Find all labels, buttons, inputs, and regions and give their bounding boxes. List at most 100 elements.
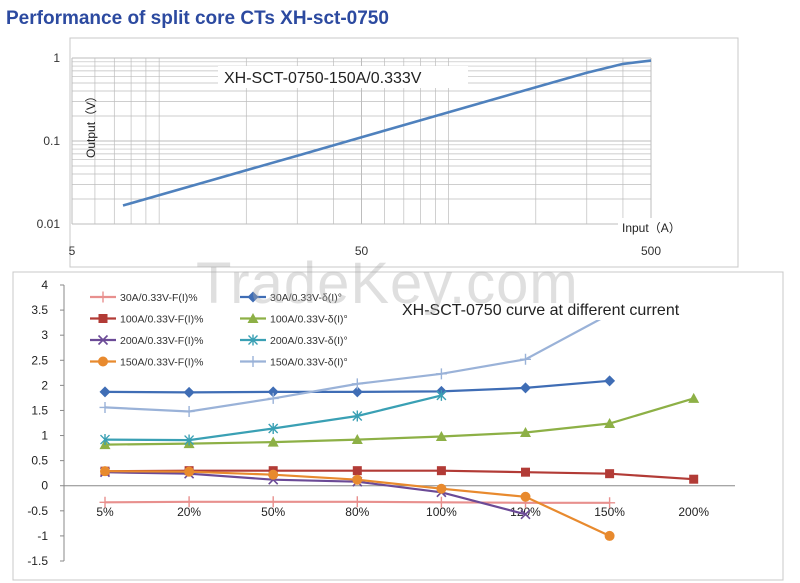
chart2-series-line — [104, 471, 526, 516]
chart1-title: XH-SCT-0750-150A/0.333V — [224, 70, 422, 87]
chart2-data-point — [184, 466, 195, 477]
chart2-series-line — [104, 469, 694, 481]
chart2-data-point — [604, 530, 615, 541]
chart2-data-point — [183, 405, 195, 417]
chart1-y-axis-label: Output（V） — [84, 90, 98, 158]
chart2-data-point — [604, 497, 616, 509]
chart2-legend-bg — [232, 310, 378, 327]
chart2-data-point — [99, 386, 111, 398]
chart2-legend-label: 100A/0.33V-δ(I)° — [270, 314, 348, 326]
chart2-x-tick-label: 100% — [426, 505, 457, 519]
chart1-xlabel-bg — [618, 218, 696, 236]
chart2-title-bg — [400, 298, 740, 320]
chart2-series-line — [104, 397, 695, 446]
chart2-data-point — [521, 467, 530, 477]
chart1-y-tick-label: 1 — [53, 51, 60, 65]
chart2-legend-bg — [82, 332, 228, 348]
chart2-data-point — [99, 401, 111, 413]
chart2-data-point — [352, 410, 363, 422]
chart2-y-tick-label: 3 — [41, 328, 48, 342]
chart2-data-point — [268, 469, 279, 480]
chart2-data-point — [100, 466, 110, 477]
chart2-y-tick-label: -1 — [37, 529, 48, 543]
chart2-legend-label: 30A/0.33V-F(I)% — [120, 292, 198, 304]
chart2-data-point — [520, 509, 531, 520]
chart1-x-tick-label: 50 — [355, 244, 369, 258]
chart2-legend-marker — [247, 356, 259, 367]
chart2-y-tick-label: 2.5 — [31, 353, 48, 367]
chart2-data-point — [605, 469, 615, 479]
chart2-legend-marker — [98, 356, 108, 367]
chart2-data-point — [100, 434, 110, 446]
chart2-data-point — [435, 496, 447, 508]
chart2-legend-bg — [82, 353, 228, 370]
chart2-legend-label: 100A/0.33V-F(I)% — [120, 314, 203, 326]
chart2-legend-marker — [98, 314, 108, 323]
chart2-data-point — [436, 389, 447, 401]
chart2-data-point — [351, 386, 363, 398]
chart2-y-tick-label: 3.5 — [31, 303, 48, 317]
chart2-data-point — [267, 436, 279, 447]
chart2-legend-label: 200A/0.33V-F(I)% — [120, 335, 203, 347]
chart2-legend-marker — [97, 291, 109, 303]
chart2-data-point — [267, 496, 279, 508]
chart2-y-tick-label: 0 — [41, 479, 48, 493]
chart1-x-axis-label: Input（A） — [622, 221, 681, 235]
chart2-data-point — [352, 466, 362, 476]
chart2-data-point — [604, 418, 616, 429]
chart2-data-point — [435, 431, 447, 442]
chart2-legend-marker — [97, 334, 109, 346]
chart2-data-point — [689, 474, 699, 484]
chart2-data-point — [520, 382, 531, 394]
chart2-y-tick-label: -0.5 — [27, 504, 48, 518]
chart2-data-point — [436, 483, 447, 494]
chart2-x-tick-label: 120% — [510, 505, 541, 519]
chart2-data-point — [351, 378, 363, 390]
chart2-legend-label: 30A/0.33V-δ(I)° — [270, 292, 342, 304]
chart2-y-tick-label: 0.5 — [31, 454, 48, 468]
chart2-title: XH-SCT-0750 curve at different current — [402, 302, 680, 319]
chart2-data-point — [436, 466, 446, 476]
chart2-data-point — [267, 386, 279, 398]
chart2-data-point — [520, 427, 531, 438]
chart2-data-point — [688, 392, 700, 403]
page-title: Performance of split core CTs XH-sct-075… — [6, 8, 389, 29]
chart2-legend-marker — [247, 313, 259, 323]
chart2-legend-label: 200A/0.33V-δ(I)° — [270, 335, 348, 347]
chart2-data-point — [604, 375, 616, 387]
chart2-legend-bg — [232, 332, 378, 348]
chart2-data-point — [183, 496, 195, 508]
chart2-x-tick-label: 50% — [261, 505, 285, 519]
chart2-data-point — [184, 434, 195, 446]
chart2-legend-marker — [247, 291, 259, 303]
chart2-data-point — [520, 491, 531, 502]
chart1-series-line — [122, 59, 652, 207]
chart2-legend-marker — [248, 334, 258, 346]
chart2-legend-label: 150A/0.33V-δ(I)° — [270, 357, 348, 369]
chart2-data-point — [351, 434, 363, 445]
chart2-data-point — [435, 368, 447, 380]
chart2-legend-label: 150A/0.33V-F(I)% — [120, 357, 203, 369]
chart2-y-tick-label: 4 — [41, 278, 48, 292]
chart1-y-tick-label: 0.01 — [37, 217, 61, 231]
chart2-y-tick-label: 1.5 — [31, 403, 48, 417]
chart2-data-point — [99, 496, 111, 508]
chart1-x-tick-label: 5 — [69, 244, 76, 258]
chart2-y-tick-label: 2 — [41, 378, 48, 392]
chart2-x-tick-label: 80% — [345, 505, 369, 519]
chart2-y-tick-label: 1 — [41, 429, 48, 443]
chart2-data-point — [520, 353, 531, 365]
chart2-data-point — [351, 496, 363, 508]
chart2-y-tick-label: -1.5 — [27, 554, 48, 568]
chart2-legend-bg — [82, 289, 228, 305]
chart2-data-point — [183, 386, 195, 398]
chart2-legend-bg — [232, 289, 378, 305]
chart1-x-tick-label: 500 — [641, 244, 661, 258]
chart2-x-tick-label: 5% — [96, 505, 114, 519]
chart2-data-point — [352, 474, 363, 485]
chart2-x-tick-label: 20% — [177, 505, 201, 519]
chart1-y-tick-label: 0.1 — [43, 134, 60, 148]
chart2-legend-bg — [232, 353, 378, 370]
chart2-legend-bg — [82, 310, 228, 327]
